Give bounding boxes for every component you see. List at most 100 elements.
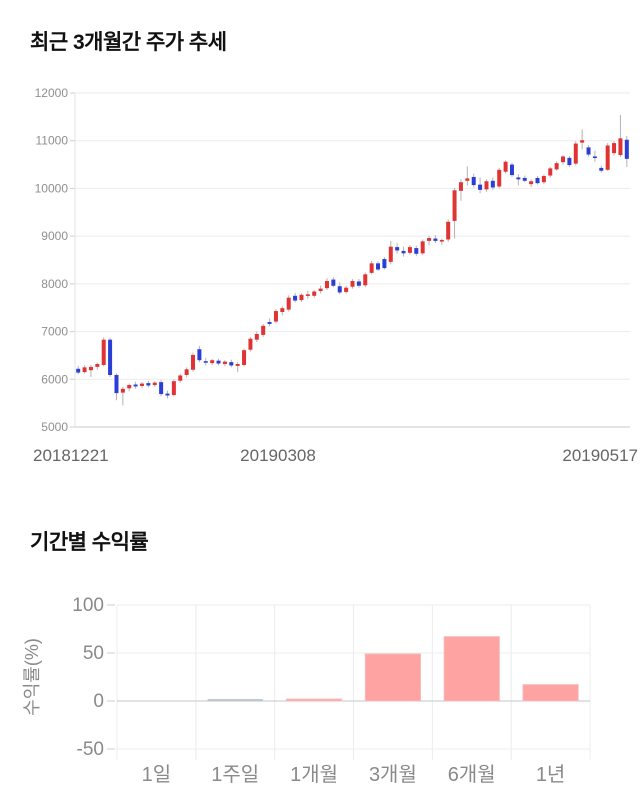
candle-up xyxy=(152,382,157,386)
bar xyxy=(285,698,343,702)
candle-up xyxy=(573,143,578,164)
y-tick-label: 5000 xyxy=(41,420,68,434)
candle-down xyxy=(133,384,138,387)
candle-down xyxy=(535,177,540,184)
candle-down xyxy=(599,167,604,171)
y-tick-label: 9000 xyxy=(41,229,68,243)
candle-up xyxy=(324,280,329,289)
y-tick-label: 100 xyxy=(72,595,104,616)
y-tick-label: 6000 xyxy=(41,372,68,386)
candle-down xyxy=(331,279,336,286)
y-tick-label: 50 xyxy=(83,643,104,664)
candle-up xyxy=(350,280,355,287)
candle-up xyxy=(120,388,125,393)
candle-down xyxy=(197,349,202,361)
candle-up xyxy=(554,163,559,170)
candle-up xyxy=(286,297,291,310)
candle-up xyxy=(458,182,463,191)
candle-down xyxy=(567,157,572,166)
candle-down xyxy=(516,177,521,180)
candle-up xyxy=(191,354,196,370)
candle-up xyxy=(561,156,566,163)
candle-up xyxy=(305,294,310,296)
candle-up xyxy=(548,168,553,176)
candle-down xyxy=(471,176,476,186)
candle-up xyxy=(580,140,585,143)
candle-up xyxy=(82,367,87,373)
candle-up xyxy=(242,350,247,365)
candle-down xyxy=(267,322,272,324)
candle-down xyxy=(165,393,170,396)
x-tick-label: 20190517 xyxy=(562,446,638,465)
candle-up xyxy=(529,181,534,185)
x-category-label: 3개월 xyxy=(369,763,417,786)
bar-series xyxy=(207,636,579,702)
candle-up xyxy=(420,241,425,254)
bar-zero xyxy=(207,699,263,701)
x-category-label: 6개월 xyxy=(448,763,496,786)
candle-up xyxy=(497,169,502,187)
x-category-label: 1개월 xyxy=(290,763,338,786)
candle-up xyxy=(184,369,189,375)
candle-down xyxy=(592,156,597,159)
x-tick-label: 20181221 xyxy=(33,446,109,465)
bar xyxy=(443,636,500,702)
candle-down xyxy=(490,180,495,188)
candle-up xyxy=(484,181,489,190)
candle-up xyxy=(363,274,368,286)
candle-down xyxy=(76,368,81,373)
period-returns-bar-chart: 100 50 0 -50 수익률(%) 1일 1주일 1개월 3개월 6개월 1년 xyxy=(0,575,640,810)
x-category-label: 1년 xyxy=(536,763,566,786)
candle-up xyxy=(465,178,470,181)
period-returns-title: 기간별 수익률 xyxy=(30,531,149,554)
y-tick-label: 11000 xyxy=(36,134,69,148)
candle-up xyxy=(280,308,285,313)
candle-up xyxy=(139,383,144,386)
y-tick-label: 7000 xyxy=(41,325,68,339)
bar xyxy=(364,653,422,702)
price-candlestick-chart: 12000 11000 10000 9000 8000 7000 6000 5000 20181… xyxy=(0,85,640,475)
candle-down xyxy=(337,286,342,293)
y-tick-label: 0 xyxy=(93,691,104,712)
candle-down xyxy=(395,247,400,251)
candle-up xyxy=(452,190,457,221)
candle-up xyxy=(318,288,323,292)
candle-up xyxy=(101,339,106,365)
candle-up xyxy=(388,246,393,262)
candle-up xyxy=(210,360,215,364)
y-tick-label: 10000 xyxy=(35,181,69,195)
x-category-label: 1일 xyxy=(142,763,172,786)
candle-down xyxy=(586,147,591,155)
candle-down xyxy=(522,177,527,181)
candle-down xyxy=(229,362,234,366)
candle-down xyxy=(509,164,514,176)
candle-up xyxy=(446,221,451,240)
candle-up xyxy=(344,287,349,292)
candle-up xyxy=(439,239,444,242)
candle-down xyxy=(146,383,151,386)
candle-up xyxy=(127,385,132,389)
candle-down xyxy=(159,382,164,395)
candle-up xyxy=(618,138,623,156)
candle-up xyxy=(427,238,432,241)
bar xyxy=(522,684,579,702)
candle-down xyxy=(478,184,483,190)
candle-up xyxy=(312,291,317,296)
candle-down xyxy=(216,360,221,364)
candle-up xyxy=(88,366,93,371)
x-category-label: 1주일 xyxy=(211,763,259,786)
candle-down xyxy=(356,281,361,286)
candle-down xyxy=(624,139,629,159)
y-tick-label: -50 xyxy=(77,739,104,760)
y-tick-label: 8000 xyxy=(41,277,68,291)
candle-up xyxy=(605,145,610,170)
candle-down xyxy=(108,339,113,375)
candle-up xyxy=(261,325,266,335)
candle-down xyxy=(203,361,208,363)
y-tick-label: 12000 xyxy=(35,86,69,100)
candle-up xyxy=(171,381,176,396)
candle-down xyxy=(293,295,298,301)
candle-up xyxy=(503,161,508,172)
candle-up xyxy=(612,143,617,154)
